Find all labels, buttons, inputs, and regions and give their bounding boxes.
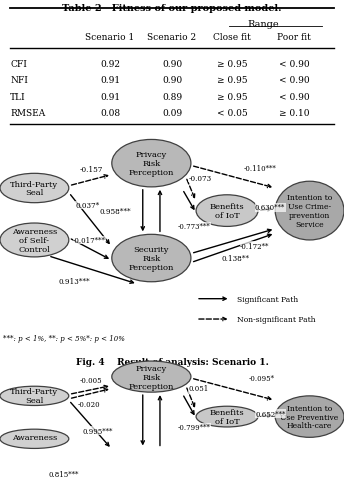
Text: RMSEA: RMSEA: [10, 109, 45, 118]
Text: Range: Range: [247, 21, 279, 30]
Text: Third-Party
Seal: Third-Party Seal: [10, 180, 58, 197]
Text: ***: p < 1%, **: p < 5%*: p < 10%: ***: p < 1%, **: p < 5%*: p < 10%: [3, 334, 125, 342]
Text: Poor fit: Poor fit: [277, 33, 311, 42]
Text: 0.913***: 0.913***: [58, 277, 90, 285]
Text: Close fit: Close fit: [213, 33, 251, 42]
Text: Privacy
Risk
Perception: Privacy Risk Perception: [129, 151, 174, 177]
Text: 0.958***: 0.958***: [99, 207, 131, 215]
Ellipse shape: [0, 386, 69, 406]
Text: 0.138**: 0.138**: [222, 255, 250, 263]
Text: -0.110***: -0.110***: [243, 164, 276, 172]
Text: -0.799***: -0.799***: [178, 423, 211, 431]
Text: -0.005: -0.005: [80, 377, 103, 385]
Text: 0.90: 0.90: [162, 76, 182, 85]
Text: Significant Path: Significant Path: [237, 295, 299, 303]
Text: Awareness
of Self-
Control: Awareness of Self- Control: [12, 227, 57, 254]
Text: Privacy
Risk
Perception: Privacy Risk Perception: [129, 364, 174, 390]
Text: TLI: TLI: [10, 93, 26, 102]
Text: 0.051: 0.051: [189, 385, 209, 393]
Text: Scenario 2: Scenario 2: [148, 33, 196, 42]
Ellipse shape: [0, 223, 69, 258]
Ellipse shape: [0, 429, 69, 448]
Text: Third-Party
Seal: Third-Party Seal: [10, 388, 58, 404]
Text: ≥ 0.95: ≥ 0.95: [217, 60, 248, 68]
Text: -0.773***: -0.773***: [178, 223, 211, 231]
Text: -0.073: -0.073: [189, 174, 212, 182]
Ellipse shape: [0, 174, 69, 203]
Text: 0.630***: 0.630***: [255, 204, 285, 212]
Text: Table 2   Fitness of our proposed model.: Table 2 Fitness of our proposed model.: [62, 4, 282, 13]
Text: 0.91: 0.91: [100, 76, 120, 85]
Text: 0.90: 0.90: [162, 60, 182, 68]
Text: Security
Risk
Perception: Security Risk Perception: [129, 245, 174, 272]
Text: 0.92: 0.92: [100, 60, 120, 68]
Text: 0.89: 0.89: [162, 93, 182, 102]
Ellipse shape: [196, 406, 258, 427]
Text: Intention to
Use Preventive
Health-care: Intention to Use Preventive Health-care: [280, 404, 339, 430]
Text: Non-significant Path: Non-significant Path: [237, 316, 316, 323]
Ellipse shape: [112, 235, 191, 282]
Text: Fig. 4    Result of analysis: Scenario 1.: Fig. 4 Result of analysis: Scenario 1.: [76, 358, 268, 367]
Text: -0.095*: -0.095*: [248, 374, 275, 382]
Ellipse shape: [112, 140, 191, 187]
Text: Intention to
Use Crime-
prevention
Service: Intention to Use Crime- prevention Servi…: [287, 194, 332, 228]
Text: 0.09: 0.09: [162, 109, 182, 118]
Text: Awareness: Awareness: [12, 433, 57, 441]
Text: -0.172**: -0.172**: [240, 242, 269, 250]
Text: -0.157: -0.157: [79, 165, 103, 173]
Text: < 0.90: < 0.90: [279, 60, 310, 68]
Text: Benefits
of IoT: Benefits of IoT: [210, 203, 244, 219]
Text: < 0.90: < 0.90: [279, 93, 310, 102]
Text: -0.020: -0.020: [77, 400, 100, 408]
Text: Scenario 1: Scenario 1: [85, 33, 135, 42]
Ellipse shape: [275, 182, 344, 240]
Text: < 0.05: < 0.05: [217, 109, 248, 118]
Text: 0.652***: 0.652***: [256, 410, 286, 418]
Text: 0.91: 0.91: [100, 93, 120, 102]
Text: 0.037*: 0.037*: [76, 201, 100, 209]
Text: 0.815***: 0.815***: [49, 470, 79, 478]
Ellipse shape: [112, 361, 191, 392]
Text: 0.995***: 0.995***: [83, 427, 113, 435]
Text: Benefits
of IoT: Benefits of IoT: [210, 408, 244, 425]
Text: ≥ 0.95: ≥ 0.95: [217, 76, 248, 85]
Ellipse shape: [196, 195, 258, 227]
Text: < 0.90: < 0.90: [279, 76, 310, 85]
Text: 0.08: 0.08: [100, 109, 120, 118]
Text: NFI: NFI: [10, 76, 28, 85]
Text: -0.017***: -0.017***: [73, 236, 106, 244]
Text: ≥ 0.95: ≥ 0.95: [217, 93, 248, 102]
Ellipse shape: [275, 396, 344, 437]
Text: ≥ 0.10: ≥ 0.10: [279, 109, 309, 118]
Text: CFI: CFI: [10, 60, 27, 68]
